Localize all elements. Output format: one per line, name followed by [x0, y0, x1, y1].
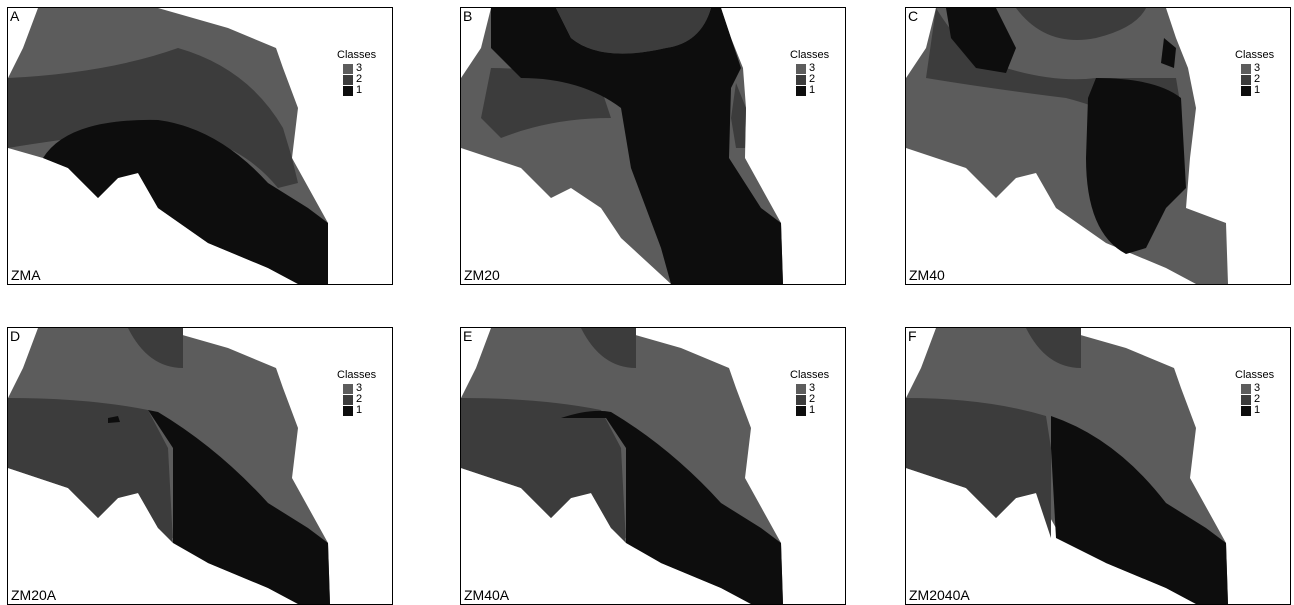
legend-item-label: 3	[809, 382, 816, 394]
legend-item-label: 2	[1254, 73, 1261, 85]
map-panel-f: F ZM2040A Classes 3 2 1	[905, 327, 1291, 605]
legend-item-label: 3	[1254, 382, 1261, 394]
legend-swatch	[796, 395, 806, 405]
legend-swatch	[1241, 384, 1251, 394]
map-panel-b: B ZM20 Classes 3 2 1	[460, 7, 846, 285]
legend-item-label: 2	[809, 393, 816, 405]
legend-swatch	[796, 384, 806, 394]
map-panel-a: A ZMA Classes 3 2 1	[7, 7, 393, 285]
map-panel-d: D ZM20A Classes 3 2 1	[7, 327, 393, 605]
map-frame: A ZMA	[7, 7, 393, 285]
legend-item: 3	[343, 382, 383, 394]
map-frame: E ZM40A	[460, 327, 846, 605]
legend-item-label: 1	[356, 84, 363, 96]
map-frame: D ZM20A	[7, 327, 393, 605]
legend-item-label: 1	[809, 404, 816, 416]
legend-item: 3	[796, 62, 836, 74]
panel-label: ZM2040A	[909, 587, 970, 603]
legend-item: 1	[343, 404, 383, 416]
panel-letter: E	[463, 328, 473, 344]
legend-swatch	[1241, 75, 1251, 85]
legend-swatch	[343, 395, 353, 405]
legend-swatch	[1241, 86, 1251, 96]
legend-swatch	[796, 75, 806, 85]
legend-item-label: 1	[356, 404, 363, 416]
panel-letter: D	[10, 328, 21, 344]
legend-title: Classes	[790, 369, 830, 381]
map-panel-c: C ZM40 Classes 3 2 1	[905, 7, 1291, 285]
legend-title: Classes	[1235, 49, 1275, 61]
legend-item: 3	[1241, 62, 1281, 74]
panel-letter: A	[10, 8, 20, 24]
legend-item-label: 2	[356, 393, 363, 405]
legend-item: 2	[796, 73, 836, 85]
map-frame: F ZM2040A	[905, 327, 1291, 605]
legend-item: 2	[796, 393, 836, 405]
class-map	[8, 8, 328, 284]
legend-item: 3	[1241, 382, 1281, 394]
legend-item: 1	[343, 84, 383, 96]
legend-item: 2	[1241, 393, 1281, 405]
legend-item-label: 2	[1254, 393, 1261, 405]
legend-item: 3	[343, 62, 383, 74]
legend-swatch	[343, 64, 353, 74]
legend-swatch	[343, 75, 353, 85]
legend-item-label: 2	[809, 73, 816, 85]
legend-swatch	[796, 406, 806, 416]
class-map	[906, 328, 1228, 604]
legend-swatch	[1241, 64, 1251, 74]
panel-label: ZM40	[909, 267, 945, 283]
legend-item: 3	[796, 382, 836, 394]
legend-item: 1	[796, 404, 836, 416]
legend-title: Classes	[337, 49, 377, 61]
map-frame: C ZM40	[905, 7, 1291, 285]
legend-swatch	[796, 86, 806, 96]
legend-swatch	[1241, 395, 1251, 405]
legend-item-label: 1	[1254, 404, 1261, 416]
map-panel-e: E ZM40A Classes 3 2 1	[460, 327, 846, 605]
legend-item: 1	[1241, 84, 1281, 96]
legend-item-label: 3	[809, 62, 816, 74]
legend-swatch	[343, 86, 353, 96]
legend-item: 1	[1241, 404, 1281, 416]
legend-title: Classes	[337, 369, 377, 381]
legend-swatch	[343, 406, 353, 416]
class-map	[461, 328, 783, 604]
legend-item: 2	[343, 393, 383, 405]
legend-swatch	[796, 64, 806, 74]
legend-swatch	[1241, 406, 1251, 416]
legend-title: Classes	[790, 49, 830, 61]
map-frame: B ZM20	[460, 7, 846, 285]
legend-item-label: 1	[809, 84, 816, 96]
legend-title: Classes	[1235, 369, 1275, 381]
legend-item-label: 1	[1254, 84, 1261, 96]
legend-item: 2	[1241, 73, 1281, 85]
legend-item-label: 3	[1254, 62, 1261, 74]
legend-item-label: 3	[356, 382, 363, 394]
panel-label: ZM20	[464, 267, 500, 283]
class-map	[461, 8, 783, 284]
class-map	[906, 8, 1228, 284]
legend-item: 1	[796, 84, 836, 96]
legend-item-label: 3	[356, 62, 363, 74]
class-map	[8, 328, 330, 604]
panel-letter: B	[463, 8, 473, 24]
legend-swatch	[343, 384, 353, 394]
legend-item-label: 2	[356, 73, 363, 85]
panel-letter: C	[908, 8, 919, 24]
legend-item: 2	[343, 73, 383, 85]
panel-label: ZM20A	[11, 587, 57, 603]
panel-label: ZM40A	[464, 587, 510, 603]
panel-label: ZMA	[11, 267, 41, 283]
panel-letter: F	[908, 328, 917, 344]
